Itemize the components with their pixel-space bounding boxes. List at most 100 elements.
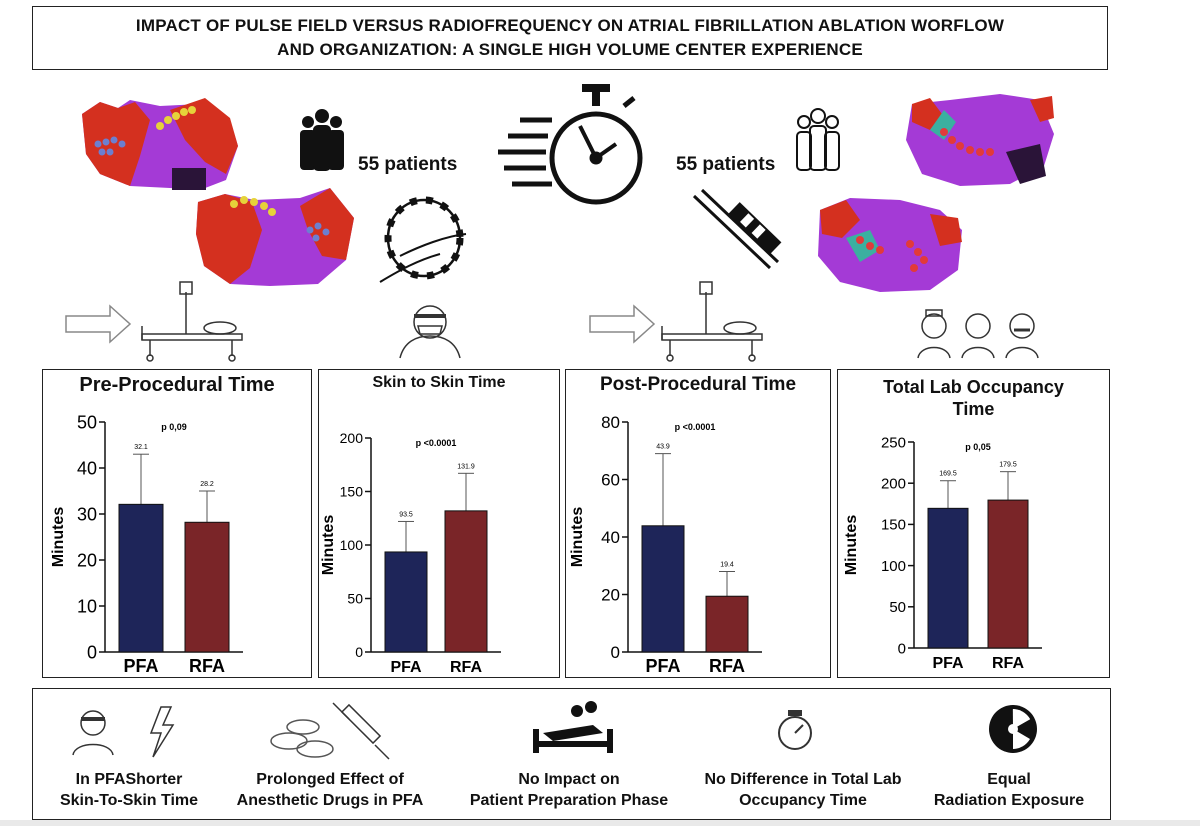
bar-pfa xyxy=(118,503,164,653)
chart-svg: 0 50 100 150 200 Minutes 93.5 PFA 131.9 RFA p <0.0… xyxy=(320,430,501,676)
y-tick-label: 60 xyxy=(601,470,620,489)
category-label: RFA xyxy=(189,656,225,676)
y-tick-label: 250 xyxy=(881,434,906,451)
medical-staff-icon xyxy=(917,309,1039,359)
chart-pre-procedural: Pre-Procedural Time 0 10 20 30 40 50 Minutes 32… xyxy=(42,369,312,678)
surgeon-icon xyxy=(399,305,461,359)
pfa-catheter-icon xyxy=(692,188,782,270)
finding-line: Prolonged Effect of xyxy=(256,771,404,788)
illustration-row xyxy=(65,84,1054,362)
y-axis-label: Minutes xyxy=(50,507,67,568)
title-line-1: IMPACT OF PULSE FIELD VERSUS RADIOFREQUE… xyxy=(135,16,1005,35)
radiation-icon xyxy=(989,705,1037,753)
category-label: RFA xyxy=(992,655,1024,672)
y-tick-label: 50 xyxy=(889,599,906,616)
findings-box: In PFAShorter Skin-To-Skin Time Prolonge… xyxy=(32,688,1111,820)
finding-anesthetic-drugs: Prolonged Effect of Anesthetic Drugs in … xyxy=(225,769,435,811)
y-tick-label: 50 xyxy=(347,590,363,606)
y-tick-label: 20 xyxy=(77,550,97,570)
value-label: 43.9 xyxy=(656,444,670,451)
chart-title: Pre-Procedural Time xyxy=(79,374,275,396)
y-tick-label: 200 xyxy=(340,430,364,446)
value-label: 19.4 xyxy=(720,562,734,569)
finding-line: Patient Preparation Phase xyxy=(469,792,669,809)
chart-post-procedural: Post-Procedural Time 0 20 40 60 80 Minutes 43.… xyxy=(565,369,831,678)
timer-icon xyxy=(778,710,812,750)
chart-svg: 0 50 100 150 200 250 Minutes 169.5 PFA 179.5 RFA p … xyxy=(843,434,1042,672)
finding-line: Occupancy Time xyxy=(739,792,867,809)
value-label: 32.1 xyxy=(134,444,148,451)
y-tick-label: 0 xyxy=(898,640,906,657)
bar-rfa xyxy=(705,595,749,653)
y-tick-label: 0 xyxy=(87,642,97,662)
bar-rfa xyxy=(184,521,230,653)
finding-line: Radiation Exposure xyxy=(933,792,1085,809)
y-tick-label: 0 xyxy=(355,644,363,660)
y-axis-label: Minutes xyxy=(843,515,860,576)
chart-svg: 0 20 40 60 80 Minutes 43.9 PFA 19.4 RFA p <0.0001 xyxy=(569,413,762,676)
chart-skin-to-skin: Skin to Skin Time 0 50 100 150 200 Minutes 93.… xyxy=(318,369,560,678)
rfa-patient-count: 55 patients xyxy=(676,154,776,175)
y-tick-label: 150 xyxy=(881,517,906,534)
value-label: 93.5 xyxy=(399,511,413,518)
catheter-icon xyxy=(379,196,467,283)
syringe-icon xyxy=(332,702,390,760)
hospital-bed-icon xyxy=(141,281,243,362)
category-label: RFA xyxy=(709,656,745,676)
finding-line: In PFAShorter xyxy=(75,771,183,788)
chart-total-lab-occupancy: Total Lab Occupancy Time 0 50 100 150 200 250… xyxy=(837,369,1110,678)
finding-lab-occupancy: No Difference in Total Lab Occupancy Tim… xyxy=(685,769,921,811)
y-axis-label: Minutes xyxy=(320,515,337,576)
surgeon-icon xyxy=(72,710,114,756)
value-label: 28.2 xyxy=(200,481,214,488)
value-label: 169.5 xyxy=(939,471,957,478)
finding-line: No Difference in Total Lab xyxy=(704,771,902,788)
pfa-patient-count: 55 patients xyxy=(358,154,458,175)
category-label: PFA xyxy=(932,655,964,672)
pills-icon xyxy=(270,719,334,758)
findings-icons xyxy=(72,701,1037,760)
category-label: PFA xyxy=(123,656,158,676)
people-outline-icon xyxy=(796,108,840,171)
p-value-label: p <0.0001 xyxy=(675,422,716,432)
finding-line: Skin-To-Skin Time xyxy=(59,792,199,809)
stopwatch-icon xyxy=(498,84,643,205)
y-tick-label: 10 xyxy=(77,596,97,616)
value-label: 131.9 xyxy=(457,463,475,470)
category-label: PFA xyxy=(645,656,680,676)
p-value-label: p <0.0001 xyxy=(416,438,457,448)
people-icon xyxy=(300,109,344,171)
category-label: RFA xyxy=(450,659,482,676)
finding-line: Equal xyxy=(987,771,1031,788)
y-tick-label: 0 xyxy=(611,643,620,662)
title-line-2: AND ORGANIZATION: A SINGLE HIGH VOLUME C… xyxy=(277,40,863,59)
y-tick-label: 100 xyxy=(340,537,364,553)
p-value-label: p 0,05 xyxy=(965,442,991,452)
finding-line: Anesthetic Drugs in PFA xyxy=(236,792,424,809)
value-label: 179.5 xyxy=(999,462,1017,469)
bar-rfa xyxy=(987,499,1029,649)
bar-pfa xyxy=(927,507,969,649)
bar-pfa xyxy=(641,525,685,653)
chart-title: Total Lab Occupancy Time xyxy=(883,377,1064,419)
bar-pfa xyxy=(384,551,428,653)
atrial-map-icon xyxy=(82,98,354,286)
hospital-bed-icon xyxy=(661,281,763,362)
y-tick-label: 80 xyxy=(601,413,620,432)
bottom-edge xyxy=(0,820,1200,826)
y-tick-label: 200 xyxy=(881,475,906,492)
arrow-icon xyxy=(589,304,656,344)
bar-rfa xyxy=(444,510,488,653)
y-tick-label: 30 xyxy=(77,504,97,524)
y-tick-label: 150 xyxy=(340,483,364,499)
arrow-icon xyxy=(65,304,132,344)
p-value-label: p 0,09 xyxy=(161,422,187,432)
chart-title: Skin to Skin Time xyxy=(372,374,506,391)
y-axis-label: Minutes xyxy=(569,507,586,568)
y-tick-label: 40 xyxy=(77,458,97,478)
y-tick-label: 100 xyxy=(881,558,906,575)
category-label: PFA xyxy=(390,659,422,676)
finding-skin-to-skin: In PFAShorter Skin-To-Skin Time xyxy=(43,769,215,811)
atrial-map-pfa-icon xyxy=(818,94,1054,292)
y-tick-label: 50 xyxy=(77,412,97,432)
